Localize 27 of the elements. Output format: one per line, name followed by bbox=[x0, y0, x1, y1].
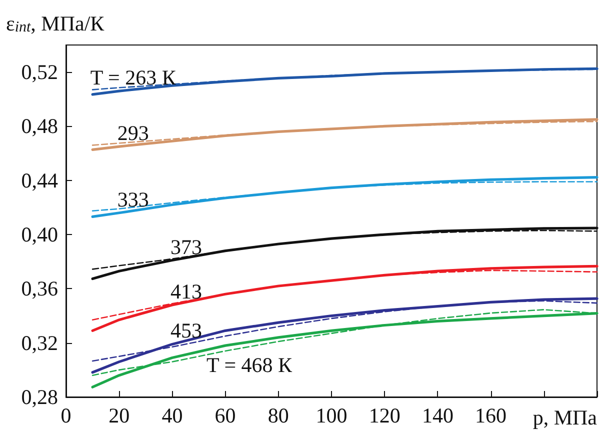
x-tick-label: 80 bbox=[268, 404, 289, 428]
series-label: 413 bbox=[170, 279, 202, 304]
x-axis-title: p, МПа bbox=[532, 406, 598, 430]
y-tick-label: 0,40 bbox=[21, 222, 58, 247]
series-label: 453 bbox=[170, 318, 202, 343]
x-tick-label: 100 bbox=[316, 404, 348, 428]
y-tick-label: 0,52 bbox=[21, 60, 58, 84]
line-series bbox=[91, 297, 598, 374]
y-tick-label: 0,36 bbox=[21, 276, 58, 301]
line-series bbox=[91, 176, 598, 218]
x-tick-label: 160 bbox=[475, 404, 507, 428]
series-label: T = 263 К bbox=[90, 66, 177, 90]
y-axis-title: εint, МПа/К bbox=[6, 12, 106, 36]
x-tick-label: 60 bbox=[214, 404, 236, 428]
x-tick-label: 20 bbox=[108, 404, 130, 428]
x-tick-label: 140 bbox=[422, 404, 454, 428]
series-label: 293 bbox=[117, 121, 149, 146]
series-label: 373 bbox=[170, 234, 202, 259]
y-tick-label: 0,32 bbox=[21, 330, 58, 355]
x-tick-label: 120 bbox=[368, 404, 400, 428]
y-tick-label: 0,44 bbox=[21, 168, 58, 192]
x-tick-label: 40 bbox=[162, 404, 183, 428]
series-label: T = 468 К bbox=[206, 353, 294, 378]
series-label: 333 bbox=[117, 187, 149, 212]
y-tick-label: 0,48 bbox=[21, 114, 58, 138]
y-tick-label: 0,28 bbox=[21, 385, 58, 409]
x-tick-label: 0 bbox=[60, 404, 72, 428]
